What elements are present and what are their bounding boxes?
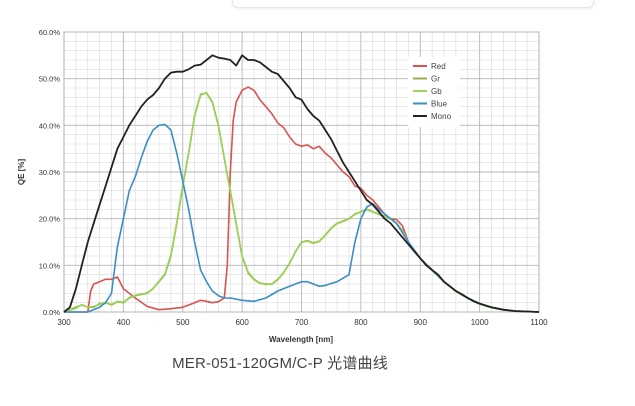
y-tick-label: 30.0% [39, 168, 61, 177]
y-tick-label: 20.0% [39, 215, 61, 224]
x-tick-label: 1000 [471, 318, 489, 327]
series-lines [63, 54, 540, 313]
x-tick-label: 500 [176, 318, 190, 327]
x-tick-label: 600 [235, 318, 249, 327]
legend-label-blue: Blue [431, 100, 448, 109]
legend-label-red: Red [431, 62, 446, 71]
y-tick-label: 10.0% [39, 261, 61, 270]
legend-label-gb: Gb [431, 87, 442, 96]
y-tick-label: 40.0% [39, 121, 61, 130]
tick-labels: 300 400 500 600 700 800 900 1000 1100 0.0% 10.0% 20… [39, 28, 548, 327]
y-tick-label: 60.0% [39, 28, 61, 37]
y-axis-label: QE [%] [17, 159, 26, 186]
chart-caption: MER-051-120GM/C-P 光谱曲线 [172, 355, 388, 372]
x-axis-label: Wavelength [nm] [269, 335, 333, 344]
y-tick-label: 50.0% [39, 75, 61, 84]
legend-label-gr: Gr [431, 75, 440, 84]
x-tick-label: 800 [354, 318, 368, 327]
series-line-gb [63, 92, 540, 313]
grid [63, 31, 540, 313]
x-tick-label: 900 [414, 318, 428, 327]
y-tick-label: 0.0% [43, 308, 60, 317]
top-card-edge [232, 0, 594, 8]
x-tick-label: 300 [57, 318, 71, 327]
series-line-mono [63, 54, 540, 313]
x-tick-label: 1100 [530, 318, 548, 327]
x-tick-label: 400 [117, 318, 131, 327]
legend-label-mono: Mono [431, 112, 452, 121]
legend: Red Gr Gb Blue Mono [408, 57, 460, 127]
x-tick-label: 700 [295, 318, 309, 327]
